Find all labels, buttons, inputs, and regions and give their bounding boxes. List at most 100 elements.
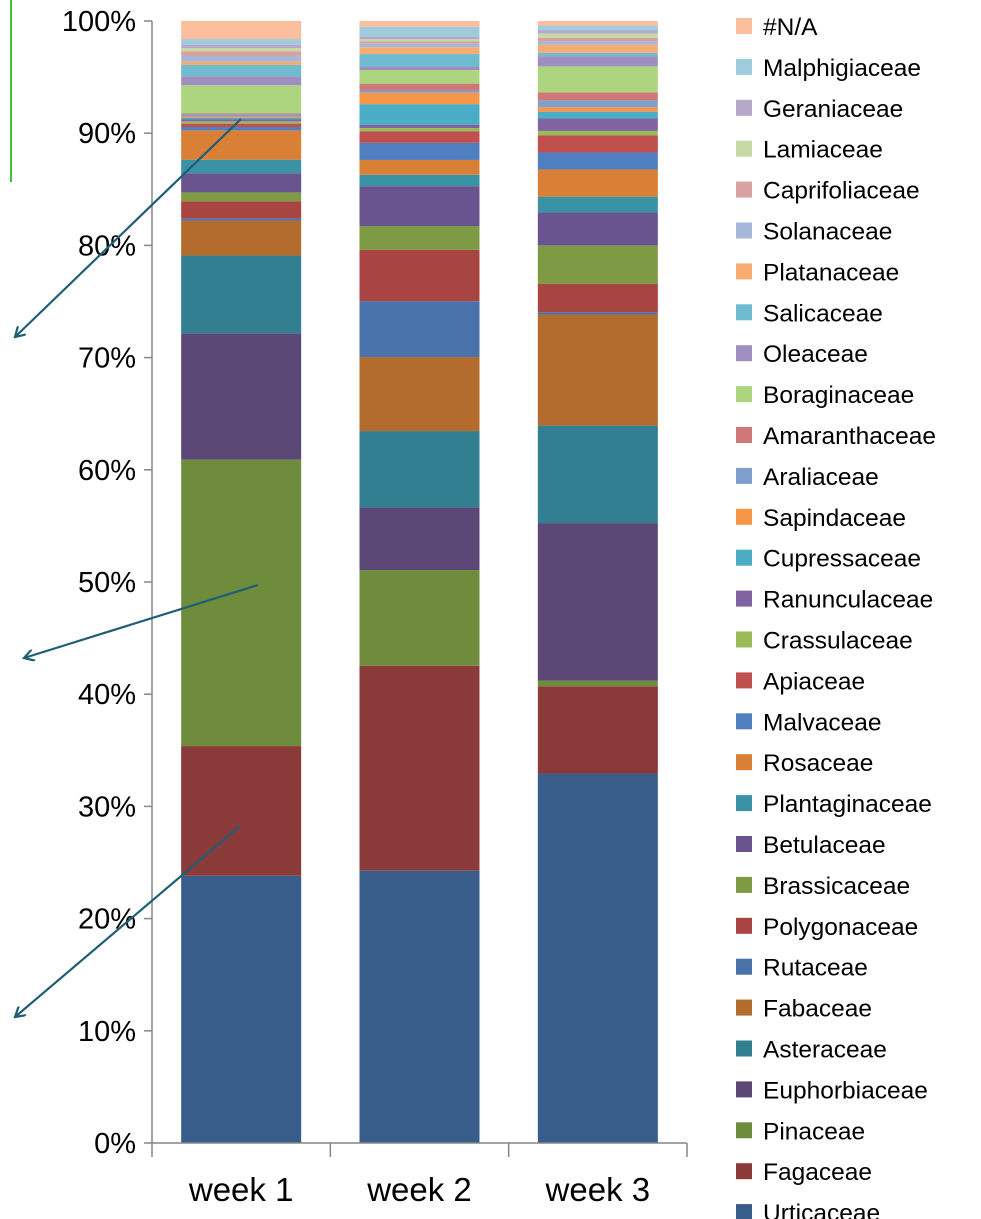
legend-label: Solanaceae [763,219,892,246]
legend-label: Rutaceae [763,955,868,982]
legend-swatch [736,1204,752,1219]
legend-label: Araliaceae [763,464,879,491]
bar-segment-week-3-28 [537,25,658,31]
bar-segment-week-1-22 [181,64,302,77]
bar-segment-week-3-18 [537,100,658,108]
bar-segment-week-3-19 [537,92,658,101]
legend-swatch [736,1081,752,1098]
y-tick-label: 0% [94,1128,136,1160]
bar-segment-week-2-14 [359,128,480,132]
bar-segment-week-2-24 [359,43,480,48]
annotation-arrow-2 [24,583,259,658]
legend-swatch [736,263,752,280]
bar-segment-week-2-15 [359,124,480,129]
bar-segment-week-1-16 [181,117,302,120]
bar-segment-week-2-27 [359,36,480,40]
legend-label: #N/A [763,14,818,41]
bar-segment-week-1-9 [181,173,302,193]
legend-swatch [736,713,752,730]
bar-segment-week-3-6 [537,312,658,315]
bar-segment-week-2-13 [359,131,480,143]
annotation-arrow-3 [15,825,241,1017]
legend-swatch [736,386,752,403]
bar-segment-week-2-23 [359,47,480,55]
bar-segment-week-2-6 [359,301,480,358]
y-tick-label: 30% [78,791,136,823]
legend-swatch [736,999,752,1016]
legend-label: Lamiaceae [763,137,883,164]
bar-segment-week-1-7 [181,201,302,219]
legend-swatch [736,140,752,157]
bar-segment-week-1-11 [181,130,302,160]
legend-label: Sapindaceae [763,505,906,532]
annotation-arrows [15,118,259,1017]
legend-swatch [736,181,752,198]
bar-segment-week-3-17 [537,107,658,112]
bar-segment-week-2-20 [359,69,480,84]
legend-label: Cupressaceae [763,546,921,573]
bar-segment-week-1-19 [181,113,302,115]
bar-segment-week-3-27 [537,30,658,34]
legend-label: Euphorbiaceae [763,1077,928,1104]
bar-segment-week-3-22 [537,52,658,57]
bar-segment-week-3-26 [537,33,658,38]
legend-swatch [736,1040,752,1057]
legend-label: Apiaceae [763,668,865,695]
legend-swatch [736,345,752,362]
bar-segment-week-1-25 [181,51,302,56]
legend-label: Asteraceae [763,1037,887,1064]
legend-swatch [736,958,752,975]
legend-label: Salicaceae [763,300,883,327]
y-tick-label: 90% [78,118,136,150]
legend-swatch [736,917,752,934]
bar-segment-week-2-11 [359,159,480,175]
legend-label: Malvaceae [763,709,881,736]
legend-swatch [736,508,752,525]
legend-swatch [736,99,752,116]
bar-segment-week-2-1 [359,665,480,871]
bar-segment-week-3-1 [537,686,658,774]
y-tick-label: 40% [78,679,136,711]
bar-segment-week-1-12 [181,126,302,131]
bar-segment-week-2-16 [359,104,480,125]
y-tick-label: 70% [78,343,136,375]
legend-label: Caprifoliaceae [763,178,920,205]
axes-layer: 0% 10% 20% 30% 40% 50% 60% 70% 80% 90% 100% week 1 w… [62,6,688,1208]
bar-segment-week-1-0 [181,875,302,1143]
legend-label: Rosaceae [763,750,873,777]
bar-segment-week-1-26 [181,48,302,52]
bar-segment-week-3-9 [537,212,658,246]
bar-segment-week-2-8 [359,226,480,250]
legend-label: Pinaceae [763,1118,865,1145]
legend-swatch [736,754,752,771]
bar-segment-week-3-8 [537,245,658,284]
legend-swatch [736,795,752,812]
bar-segment-week-1-27 [181,44,302,49]
annotation-arrow-1 [15,118,242,337]
x-tick-label: week 1 [188,1171,294,1208]
legend-swatch [736,18,752,34]
bars-layer [181,21,658,1143]
bar-segment-week-2-12 [359,142,480,160]
legend-label: Geraniaceae [763,96,903,123]
bar-segment-week-1-10 [181,159,302,174]
bar-segment-week-2-17 [359,92,480,105]
bar-segment-week-3-29 [537,21,658,26]
bar-segment-week-3-11 [537,169,658,197]
bar-segment-week-3-4 [537,425,658,524]
legend-label: Malphigiaceae [763,55,921,82]
bar-segment-week-1-29 [181,21,302,40]
bar-segment-week-1-4 [181,255,302,334]
bar-segment-week-1-23 [181,61,302,65]
bar-segment-week-2-25 [359,41,480,44]
x-tick-label: week 3 [545,1171,651,1208]
bar-segment-week-2-29 [359,21,480,27]
legend-swatch [736,836,752,852]
legend-swatch [736,590,752,607]
legend-swatch [736,427,752,443]
legend-label: Oleaceae [763,341,868,368]
legend-swatch [736,304,752,321]
bar-segment-week-2-22 [359,54,480,67]
legend-label: Plantaginaceae [763,791,932,818]
